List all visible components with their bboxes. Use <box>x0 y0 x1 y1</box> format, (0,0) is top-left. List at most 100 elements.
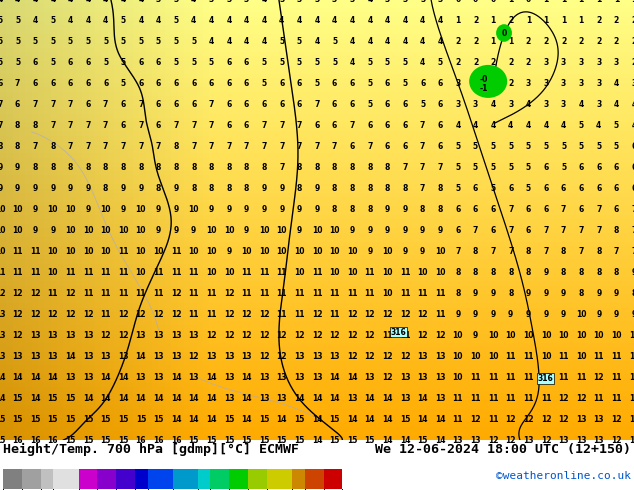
Text: 10: 10 <box>206 268 217 277</box>
Ellipse shape <box>496 24 512 42</box>
Text: 1: 1 <box>491 17 496 25</box>
Text: 7: 7 <box>50 100 56 109</box>
Text: 7: 7 <box>403 163 408 172</box>
Text: 6: 6 <box>226 121 231 130</box>
Text: 7: 7 <box>279 163 285 172</box>
Text: 10: 10 <box>259 247 269 256</box>
Text: 7: 7 <box>68 142 73 151</box>
Text: 8: 8 <box>191 184 197 193</box>
Text: 12: 12 <box>559 393 569 403</box>
Text: 14: 14 <box>312 393 322 403</box>
Text: 4: 4 <box>579 100 584 109</box>
Ellipse shape <box>469 65 507 98</box>
Text: 9: 9 <box>526 289 531 298</box>
Text: 6: 6 <box>174 100 179 109</box>
Text: 8: 8 <box>508 268 514 277</box>
Text: 9: 9 <box>614 289 619 298</box>
Text: 6: 6 <box>156 121 161 130</box>
Text: 12: 12 <box>417 310 428 319</box>
Text: 8: 8 <box>244 163 249 172</box>
Text: 10: 10 <box>206 247 217 256</box>
Text: 8: 8 <box>455 289 460 298</box>
Text: 12: 12 <box>347 331 358 340</box>
Text: 4: 4 <box>138 17 143 25</box>
Text: 5: 5 <box>491 184 496 193</box>
Text: 3: 3 <box>156 0 161 4</box>
Text: 8: 8 <box>367 184 373 193</box>
Text: 6: 6 <box>120 100 126 109</box>
Text: 5: 5 <box>50 17 55 25</box>
Text: 2: 2 <box>455 58 460 67</box>
Text: 5: 5 <box>191 37 197 47</box>
Text: 14: 14 <box>417 415 428 423</box>
Text: 14: 14 <box>171 373 181 382</box>
Text: 7: 7 <box>138 121 143 130</box>
Text: 15: 15 <box>224 415 234 423</box>
Text: 11: 11 <box>171 247 181 256</box>
Text: 11: 11 <box>242 268 252 277</box>
Text: 9: 9 <box>543 289 548 298</box>
Text: 3: 3 <box>543 100 548 109</box>
Text: 5: 5 <box>50 58 55 67</box>
Text: 14: 14 <box>242 373 252 382</box>
Text: 15: 15 <box>65 436 75 444</box>
Text: 13: 13 <box>417 373 428 382</box>
Text: 10: 10 <box>224 226 234 235</box>
Text: 3: 3 <box>403 0 408 4</box>
Text: 9: 9 <box>279 184 285 193</box>
Text: 2: 2 <box>473 37 478 47</box>
Text: 4: 4 <box>314 37 320 47</box>
Text: 9: 9 <box>631 268 634 277</box>
Text: 12: 12 <box>224 310 234 319</box>
Text: 11: 11 <box>188 310 199 319</box>
Text: 7: 7 <box>86 142 91 151</box>
Text: 7: 7 <box>174 121 179 130</box>
Text: 11: 11 <box>611 393 622 403</box>
Text: 6: 6 <box>614 184 619 193</box>
Text: 6: 6 <box>543 184 548 193</box>
Text: 14: 14 <box>188 393 199 403</box>
Text: 10: 10 <box>224 268 234 277</box>
Bar <box>22 469 41 489</box>
Text: 6: 6 <box>156 79 161 88</box>
Text: 14: 14 <box>400 436 410 444</box>
Bar <box>323 469 342 489</box>
Text: 6: 6 <box>32 58 38 67</box>
Text: 4: 4 <box>367 0 372 4</box>
Text: 8: 8 <box>297 163 302 172</box>
Text: 10: 10 <box>382 289 392 298</box>
Text: 5: 5 <box>297 58 302 67</box>
Text: 4: 4 <box>596 121 602 130</box>
Text: 12: 12 <box>593 373 604 382</box>
Text: 13: 13 <box>523 436 534 444</box>
Text: 6: 6 <box>244 121 249 130</box>
Text: 6: 6 <box>403 121 408 130</box>
Text: 7: 7 <box>50 121 56 130</box>
Text: 13: 13 <box>259 393 269 403</box>
Text: 4: 4 <box>68 17 73 25</box>
Text: 9: 9 <box>174 205 179 214</box>
Text: 10: 10 <box>153 247 164 256</box>
Text: 13: 13 <box>100 352 111 361</box>
Text: 15: 15 <box>224 436 234 444</box>
Text: 6: 6 <box>349 100 355 109</box>
Text: 12: 12 <box>0 289 5 298</box>
Text: 7: 7 <box>631 247 634 256</box>
Text: 4: 4 <box>226 17 231 25</box>
Text: 9: 9 <box>314 205 320 214</box>
Text: 6: 6 <box>191 79 197 88</box>
Text: 11: 11 <box>100 310 111 319</box>
Text: 11: 11 <box>153 289 164 298</box>
Text: 13: 13 <box>83 331 93 340</box>
Text: 7: 7 <box>86 121 91 130</box>
Text: 13: 13 <box>12 352 23 361</box>
Text: 3: 3 <box>349 0 355 4</box>
Text: 9: 9 <box>631 310 634 319</box>
Text: 14: 14 <box>329 373 340 382</box>
Text: 7: 7 <box>138 142 143 151</box>
Text: 14: 14 <box>118 373 129 382</box>
Text: 4: 4 <box>403 17 408 25</box>
Bar <box>53 469 79 489</box>
Text: 16: 16 <box>30 436 41 444</box>
Text: 8: 8 <box>226 163 231 172</box>
